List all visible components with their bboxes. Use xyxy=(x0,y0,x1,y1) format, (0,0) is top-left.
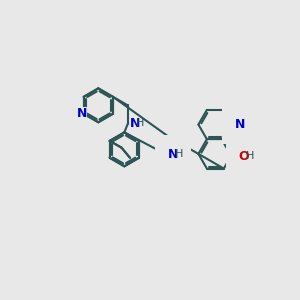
Text: O: O xyxy=(238,150,249,163)
Text: N: N xyxy=(77,107,87,120)
Text: N: N xyxy=(168,148,178,161)
Text: H: H xyxy=(175,149,183,159)
Text: N: N xyxy=(235,118,245,131)
Text: N: N xyxy=(130,117,140,130)
Text: N: N xyxy=(76,107,86,120)
Text: H: H xyxy=(135,118,144,128)
Text: H: H xyxy=(245,151,254,161)
